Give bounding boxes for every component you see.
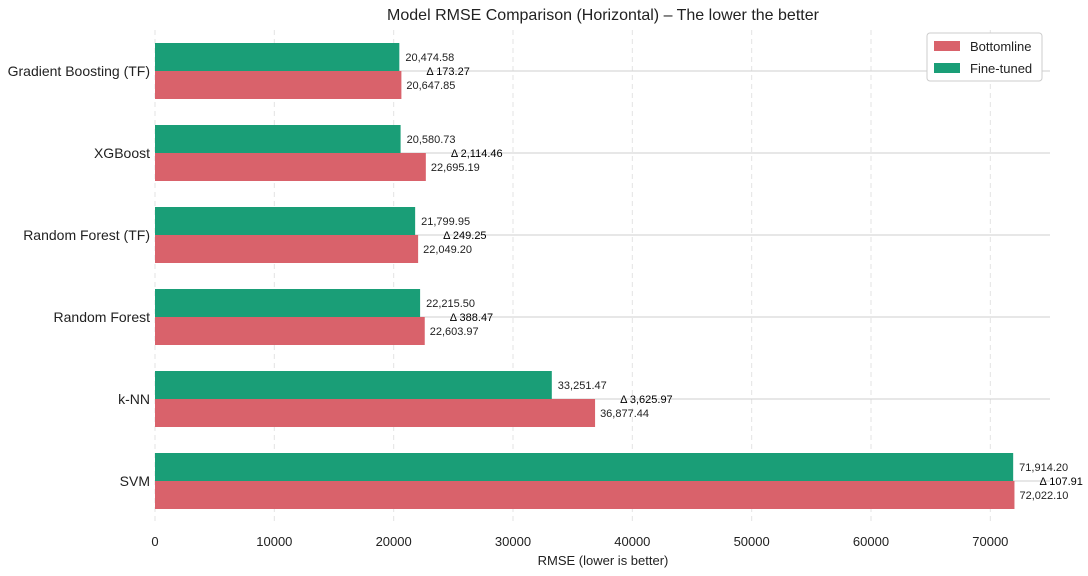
y-category-label: SVM: [120, 473, 150, 489]
chart-title: Model RMSE Comparison (Horizontal) – The…: [387, 7, 820, 24]
value-label-bottomline: 22,603.97: [430, 326, 479, 338]
x-axis-ticks: 0 10000 20000 30000 40000 50000 60000 70000: [151, 534, 1008, 549]
value-label-bottomline: 20,647.85: [406, 80, 455, 92]
value-label-fine-tuned: 33,251.47: [558, 380, 607, 392]
bar-fine-tuned-xgboost: [155, 125, 401, 153]
bar-fine-tuned-svm: [155, 453, 1014, 481]
x-tick-label: 20000: [376, 534, 412, 549]
bar-bottomline-random-forest: [155, 317, 425, 345]
delta-label: Δ 107.91: [1039, 476, 1082, 488]
x-axis-label: RMSE (lower is better): [538, 553, 669, 568]
y-category-label: Random Forest (TF): [23, 227, 150, 243]
bars: [155, 43, 1015, 509]
value-label-fine-tuned: 71,914.20: [1019, 462, 1068, 474]
value-labels: 20,474.58 20,647.85 20,580.73 22,695.19 21,7…: [405, 52, 1068, 502]
bar-fine-tuned-random-forest: [155, 289, 421, 317]
bar-fine-tuned-random-forest-tf: [155, 207, 416, 235]
x-tick-label: 50000: [734, 534, 770, 549]
value-label-bottomline: 72,022.10: [1019, 490, 1068, 502]
delta-label: Δ 388.47: [450, 312, 493, 324]
value-label-bottomline: 36,877.44: [600, 408, 649, 420]
value-label-fine-tuned: 22,215.50: [426, 298, 475, 310]
x-tick-label: 40000: [614, 534, 650, 549]
legend-label-fine-tuned: Fine-tuned: [970, 61, 1032, 76]
x-tick-label: 0: [151, 534, 158, 549]
x-tick-label: 30000: [495, 534, 531, 549]
x-tick-label: 70000: [972, 534, 1008, 549]
bar-bottomline-xgboost: [155, 153, 426, 181]
bar-bottomline-svm: [155, 481, 1015, 509]
legend: Bottomline Fine-tuned: [926, 32, 1043, 82]
bar-fine-tuned-k-nn: [155, 371, 552, 399]
legend-swatch-bottomline: [934, 41, 960, 51]
delta-label: Δ 2,114.46: [451, 148, 503, 160]
x-tick-label: 60000: [853, 534, 889, 549]
y-category-label: Random Forest: [54, 309, 151, 325]
bar-bottomline-gradient-boosting-tf: [155, 71, 402, 99]
value-label-fine-tuned: 21,799.95: [421, 216, 470, 228]
legend-swatch-fine-tuned: [934, 63, 960, 73]
delta-label: Δ 173.27: [426, 66, 469, 78]
value-label-fine-tuned: 20,474.58: [405, 52, 454, 64]
value-label-bottomline: 22,049.20: [423, 244, 472, 256]
y-axis-labels: Gradient Boosting (TF) XGBoost Random Fore…: [8, 63, 150, 489]
bar-fine-tuned-gradient-boosting-tf: [155, 43, 400, 71]
legend-label-bottomline: Bottomline: [970, 39, 1031, 54]
vertical-gridlines: [154, 30, 991, 522]
value-label-bottomline: 22,695.19: [431, 162, 480, 174]
x-tick-label: 10000: [256, 534, 292, 549]
delta-label: Δ 249.25: [443, 230, 486, 242]
y-category-label: Gradient Boosting (TF): [8, 63, 150, 79]
delta-labels: Δ 173.27 Δ 2,114.46 Δ 249.25 Δ 388.47 Δ 3,62…: [426, 66, 1083, 488]
bar-bottomline-random-forest-tf: [155, 235, 419, 263]
y-category-label: XGBoost: [94, 145, 150, 161]
value-label-fine-tuned: 20,580.73: [407, 134, 456, 146]
bar-bottomline-k-nn: [155, 399, 596, 427]
y-category-label: k-NN: [118, 391, 150, 407]
delta-label: Δ 3,625.97: [620, 394, 673, 406]
